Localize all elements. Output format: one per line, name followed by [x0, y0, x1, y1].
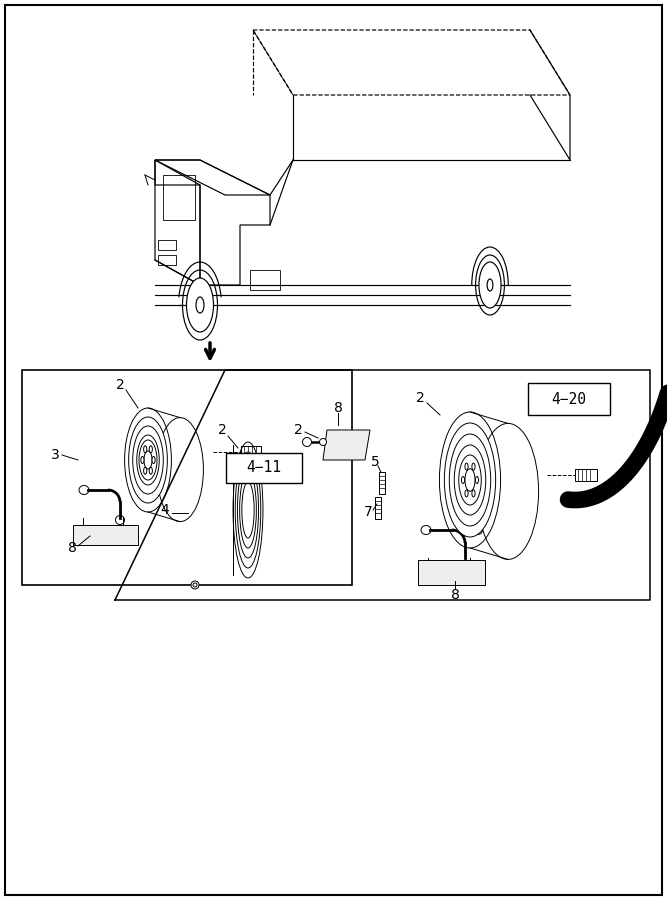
Ellipse shape — [79, 485, 89, 494]
Ellipse shape — [129, 417, 167, 503]
Bar — [241, 446, 261, 458]
Ellipse shape — [149, 467, 152, 474]
Ellipse shape — [237, 462, 259, 558]
Text: 8: 8 — [334, 401, 342, 415]
Ellipse shape — [462, 476, 465, 483]
Text: 4−11: 4−11 — [247, 461, 281, 475]
Ellipse shape — [472, 490, 475, 497]
Ellipse shape — [187, 278, 213, 332]
FancyBboxPatch shape — [528, 383, 610, 415]
Bar — [574, 469, 596, 481]
Ellipse shape — [239, 472, 256, 548]
Ellipse shape — [474, 526, 482, 535]
Ellipse shape — [191, 581, 199, 589]
Ellipse shape — [152, 456, 155, 464]
Polygon shape — [418, 560, 485, 585]
Ellipse shape — [235, 452, 261, 568]
Text: 2: 2 — [416, 391, 424, 405]
Ellipse shape — [141, 456, 144, 464]
Text: 8: 8 — [451, 588, 460, 602]
Text: 4: 4 — [161, 503, 169, 517]
Ellipse shape — [115, 516, 125, 525]
Ellipse shape — [144, 451, 152, 469]
Ellipse shape — [139, 440, 157, 480]
Ellipse shape — [465, 469, 475, 491]
Bar — [379, 472, 385, 494]
Bar — [375, 497, 381, 519]
Ellipse shape — [303, 437, 311, 446]
Ellipse shape — [444, 423, 496, 537]
Ellipse shape — [149, 446, 152, 453]
Ellipse shape — [143, 446, 147, 453]
Ellipse shape — [143, 467, 147, 474]
Ellipse shape — [319, 438, 327, 446]
Ellipse shape — [137, 435, 159, 485]
FancyBboxPatch shape — [226, 453, 302, 483]
Ellipse shape — [196, 297, 204, 313]
Ellipse shape — [242, 482, 254, 538]
Ellipse shape — [454, 445, 486, 515]
Text: 2: 2 — [217, 423, 226, 437]
Polygon shape — [323, 430, 370, 460]
Ellipse shape — [450, 434, 491, 526]
Bar — [158, 255, 176, 265]
Text: 8: 8 — [67, 541, 77, 555]
Ellipse shape — [421, 526, 431, 535]
Ellipse shape — [459, 455, 482, 505]
Text: 2: 2 — [293, 423, 302, 437]
Ellipse shape — [133, 426, 163, 494]
Ellipse shape — [479, 262, 501, 308]
Text: 4−20: 4−20 — [552, 392, 586, 407]
Text: 5: 5 — [371, 455, 380, 469]
Bar — [158, 240, 176, 250]
Text: 2: 2 — [115, 378, 124, 392]
Bar — [22, 370, 352, 585]
Bar — [250, 270, 280, 290]
Text: 3: 3 — [51, 448, 59, 462]
Text: 7: 7 — [364, 505, 372, 519]
Ellipse shape — [487, 279, 493, 291]
Polygon shape — [73, 525, 138, 545]
Ellipse shape — [472, 464, 475, 470]
Ellipse shape — [476, 476, 478, 483]
Ellipse shape — [465, 490, 468, 497]
Ellipse shape — [465, 464, 468, 470]
